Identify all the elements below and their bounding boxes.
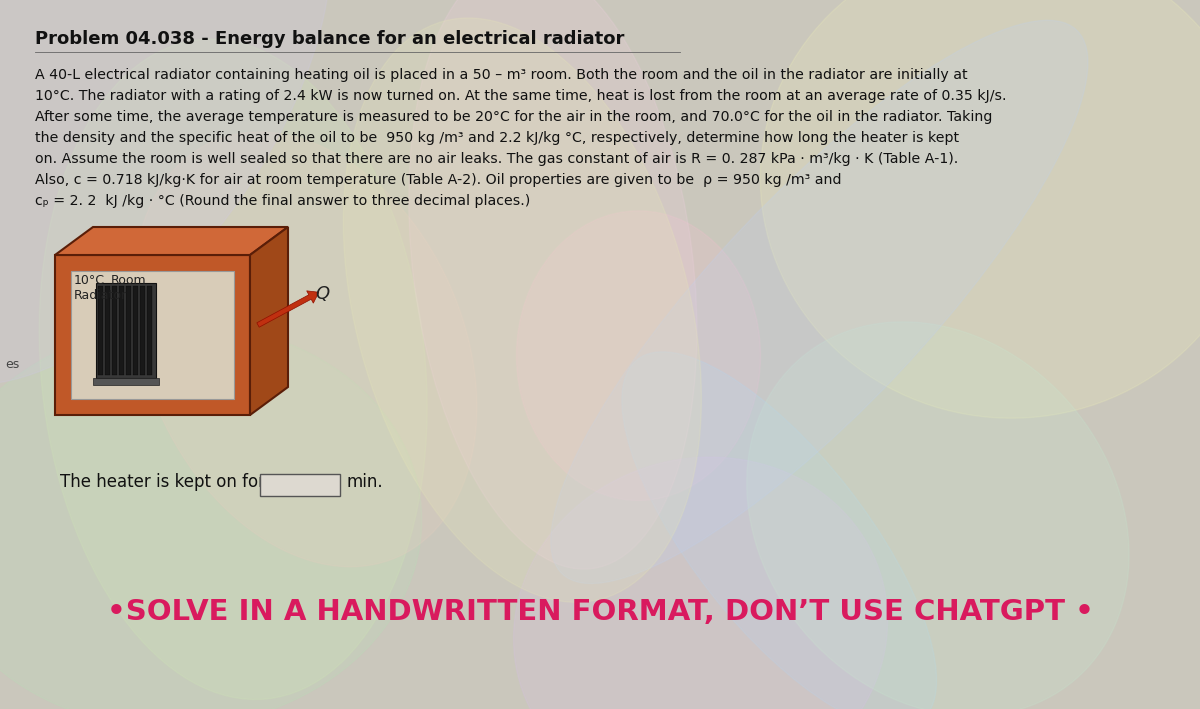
- Text: Problem 04.038 - Energy balance for an electrical radiator: Problem 04.038 - Energy balance for an e…: [35, 30, 624, 48]
- Polygon shape: [55, 255, 250, 415]
- Text: cₚ = 2. 2  kJ /kg · °C (Round the final answer to three decimal places.): cₚ = 2. 2 kJ /kg · °C (Round the final a…: [35, 194, 530, 208]
- Ellipse shape: [746, 322, 1129, 709]
- Ellipse shape: [0, 0, 331, 385]
- Text: the density and the specific heat of the oil to be  950 kg /m³ and 2.2 kJ/kg °C,: the density and the specific heat of the…: [35, 131, 959, 145]
- Text: 10°C: 10°C: [74, 274, 106, 287]
- Ellipse shape: [0, 324, 421, 709]
- Ellipse shape: [133, 132, 476, 566]
- FancyArrow shape: [257, 291, 319, 327]
- Text: on. Assume the room is well sealed so that there are no air leaks. The gas const: on. Assume the room is well sealed so th…: [35, 152, 959, 166]
- Bar: [140, 286, 145, 375]
- Text: Q: Q: [314, 285, 329, 303]
- Bar: [94, 378, 158, 385]
- Ellipse shape: [343, 18, 701, 602]
- Text: Also, c = 0.718 kJ/kg·K for air at room temperature (Table A-2). Oil properties : Also, c = 0.718 kJ/kg·K for air at room …: [35, 173, 841, 187]
- Bar: [119, 286, 124, 375]
- Bar: [98, 286, 103, 375]
- Ellipse shape: [622, 352, 936, 709]
- Bar: [106, 286, 110, 375]
- Text: After some time, the average temperature is measured to be 20°C for the air in t: After some time, the average temperature…: [35, 110, 992, 124]
- Text: Radiator: Radiator: [74, 289, 127, 302]
- Ellipse shape: [551, 21, 1088, 584]
- Polygon shape: [55, 227, 288, 255]
- Text: The heater is kept on for: The heater is kept on for: [60, 473, 265, 491]
- Ellipse shape: [516, 211, 761, 501]
- Polygon shape: [71, 271, 234, 399]
- Polygon shape: [250, 227, 288, 415]
- Bar: [112, 286, 118, 375]
- Ellipse shape: [409, 0, 697, 569]
- Bar: [260, 474, 340, 496]
- Bar: [126, 286, 131, 375]
- Ellipse shape: [40, 39, 427, 700]
- Ellipse shape: [514, 457, 888, 709]
- Text: es: es: [5, 359, 19, 372]
- Ellipse shape: [761, 0, 1200, 418]
- Text: min.: min.: [346, 473, 383, 491]
- Text: A 40-L electrical radiator containing heating oil is placed in a 50 – m³ room. B: A 40-L electrical radiator containing he…: [35, 68, 967, 82]
- Text: 10°C. The radiator with a rating of 2.4 kW is now turned on. At the same time, h: 10°C. The radiator with a rating of 2.4 …: [35, 89, 1007, 103]
- Text: •SOLVE IN A HANDWRITTEN FORMAT, DON’T USE CHATGPT •: •SOLVE IN A HANDWRITTEN FORMAT, DON’T US…: [107, 598, 1093, 626]
- Text: Room: Room: [112, 274, 146, 287]
- Bar: [133, 286, 138, 375]
- Bar: [96, 283, 156, 378]
- Bar: [148, 286, 152, 375]
